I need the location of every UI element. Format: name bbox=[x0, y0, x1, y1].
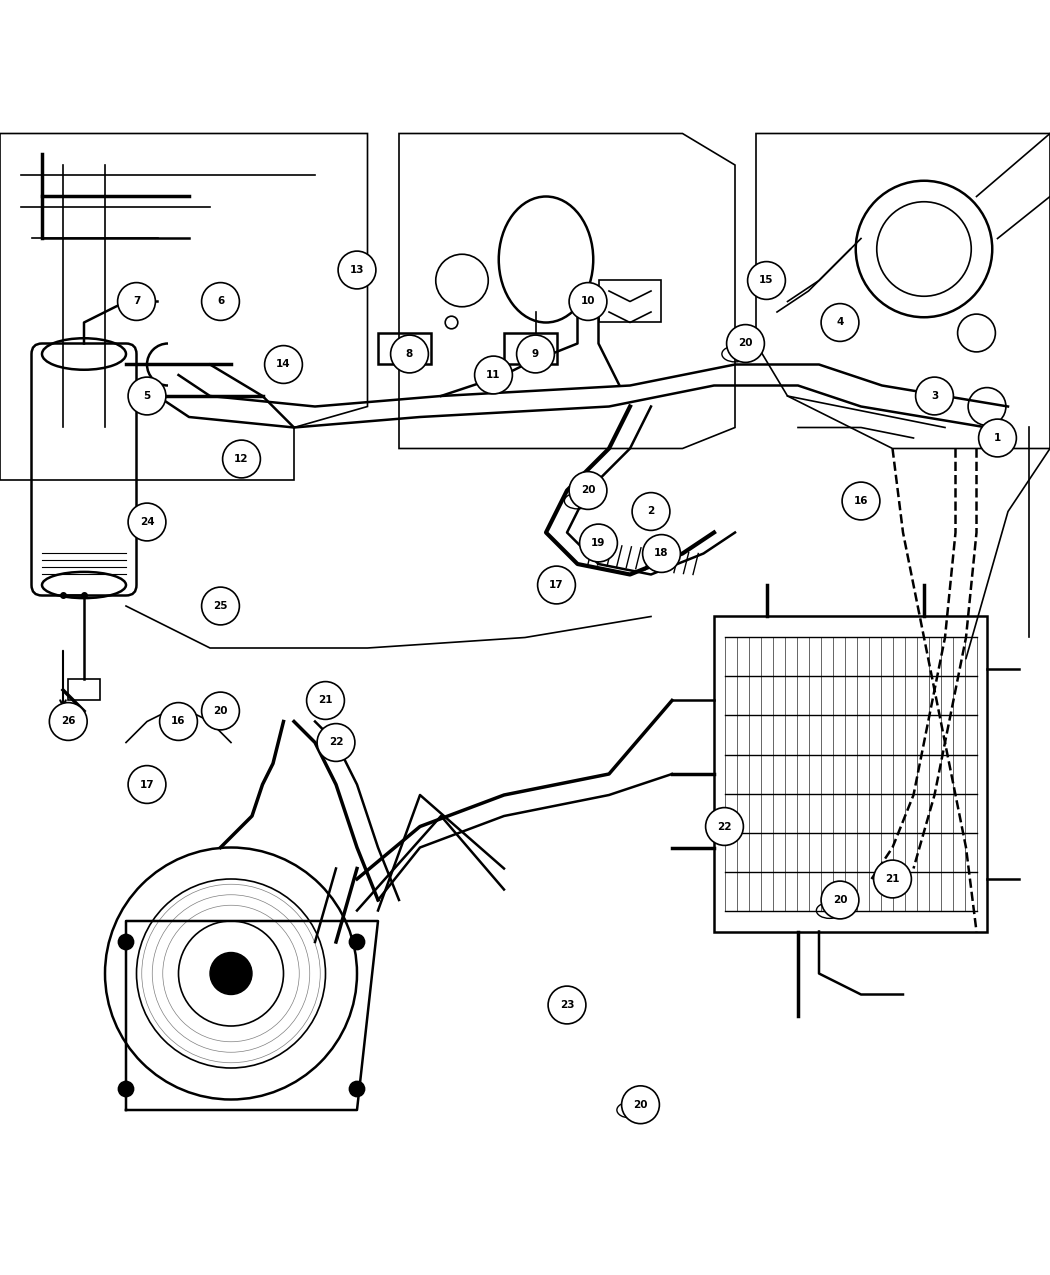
Bar bbox=[598, 280, 662, 323]
Text: 22: 22 bbox=[329, 737, 343, 747]
Text: 20: 20 bbox=[738, 338, 753, 348]
Text: 17: 17 bbox=[140, 779, 154, 789]
Circle shape bbox=[265, 346, 302, 384]
Circle shape bbox=[349, 933, 365, 950]
Circle shape bbox=[622, 1086, 659, 1123]
Text: 20: 20 bbox=[833, 895, 847, 905]
Text: 16: 16 bbox=[171, 717, 186, 727]
Circle shape bbox=[128, 504, 166, 541]
Circle shape bbox=[643, 534, 680, 572]
Circle shape bbox=[160, 703, 197, 741]
Circle shape bbox=[548, 986, 586, 1024]
Text: 20: 20 bbox=[633, 1100, 648, 1109]
Circle shape bbox=[517, 335, 554, 372]
Bar bbox=[68, 680, 100, 700]
Text: 21: 21 bbox=[885, 873, 900, 884]
Circle shape bbox=[706, 807, 743, 845]
Circle shape bbox=[748, 261, 785, 300]
Circle shape bbox=[202, 283, 239, 320]
Text: 1: 1 bbox=[994, 434, 1001, 442]
Text: 12: 12 bbox=[234, 454, 249, 464]
Circle shape bbox=[128, 765, 166, 803]
Bar bbox=[504, 333, 556, 365]
Circle shape bbox=[118, 283, 155, 320]
Text: 7: 7 bbox=[132, 297, 141, 306]
Text: 2: 2 bbox=[648, 506, 654, 516]
Text: 11: 11 bbox=[486, 370, 501, 380]
Text: 14: 14 bbox=[276, 360, 291, 370]
Text: 23: 23 bbox=[560, 1000, 574, 1010]
Text: 20: 20 bbox=[213, 706, 228, 717]
Text: 5: 5 bbox=[144, 391, 150, 402]
Circle shape bbox=[307, 682, 344, 719]
Circle shape bbox=[580, 524, 617, 562]
Circle shape bbox=[979, 419, 1016, 456]
Circle shape bbox=[317, 724, 355, 761]
Text: 9: 9 bbox=[532, 349, 539, 360]
Text: 21: 21 bbox=[318, 695, 333, 705]
Circle shape bbox=[202, 586, 239, 625]
Circle shape bbox=[202, 692, 239, 729]
Circle shape bbox=[475, 356, 512, 394]
Circle shape bbox=[118, 1081, 134, 1098]
Circle shape bbox=[569, 283, 607, 320]
Text: 20: 20 bbox=[581, 486, 595, 496]
Bar bbox=[378, 333, 430, 365]
Circle shape bbox=[223, 440, 260, 478]
Circle shape bbox=[538, 566, 575, 604]
Circle shape bbox=[349, 1081, 365, 1098]
Circle shape bbox=[727, 325, 764, 362]
Text: 19: 19 bbox=[591, 538, 606, 548]
Circle shape bbox=[874, 861, 911, 898]
Circle shape bbox=[391, 335, 428, 372]
Text: 22: 22 bbox=[717, 821, 732, 831]
Circle shape bbox=[338, 251, 376, 289]
Text: 4: 4 bbox=[836, 317, 844, 328]
Text: 25: 25 bbox=[213, 601, 228, 611]
Text: 16: 16 bbox=[854, 496, 868, 506]
Text: 15: 15 bbox=[759, 275, 774, 286]
Text: 13: 13 bbox=[350, 265, 364, 275]
Circle shape bbox=[821, 881, 859, 919]
Circle shape bbox=[842, 482, 880, 520]
Text: 6: 6 bbox=[217, 297, 224, 306]
Bar bbox=[714, 617, 987, 932]
Text: 18: 18 bbox=[654, 548, 669, 558]
Circle shape bbox=[118, 933, 134, 950]
Circle shape bbox=[569, 472, 607, 510]
Circle shape bbox=[821, 303, 859, 342]
Text: 3: 3 bbox=[931, 391, 938, 402]
Circle shape bbox=[128, 377, 166, 414]
Text: 26: 26 bbox=[61, 717, 76, 727]
Text: 17: 17 bbox=[549, 580, 564, 590]
Circle shape bbox=[49, 703, 87, 741]
Circle shape bbox=[632, 492, 670, 530]
Text: 10: 10 bbox=[581, 297, 595, 306]
Text: 24: 24 bbox=[140, 516, 154, 527]
Circle shape bbox=[916, 377, 953, 414]
Text: 8: 8 bbox=[406, 349, 413, 360]
Circle shape bbox=[210, 952, 252, 994]
